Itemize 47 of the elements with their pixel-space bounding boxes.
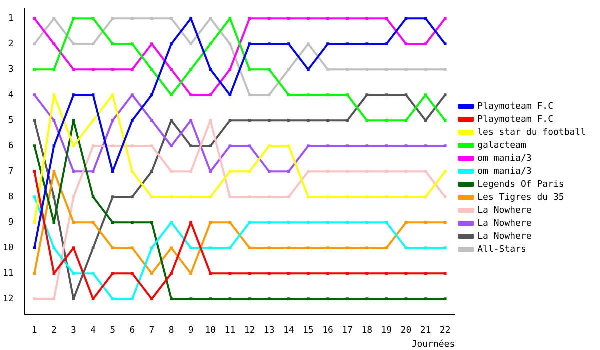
y-tick-label: 4	[8, 90, 14, 100]
legend-label: All-Stars	[478, 244, 526, 255]
x-tick-label: 5	[110, 326, 116, 336]
y-tick-label: 12	[2, 294, 14, 304]
x-tick-label: 3	[71, 326, 76, 336]
x-tick-label: 21	[420, 326, 432, 336]
y-tick-label: 9	[8, 218, 14, 228]
y-tick-label: 1	[8, 14, 14, 24]
y-tick-label: 2	[8, 39, 14, 50]
legend-label: Les Tigres du 35	[478, 192, 564, 203]
x-tick-label: 10	[205, 326, 216, 336]
legend-label: Legends Of Paris	[478, 180, 564, 190]
y-tick-label: 7	[8, 166, 14, 177]
x-tick-label: 2	[51, 326, 57, 336]
y-tick-label: 8	[8, 192, 14, 202]
x-tick-label: 9	[188, 326, 194, 336]
x-tick-label: 1	[32, 326, 38, 336]
legend-label: Playmoteam F.C	[478, 114, 554, 125]
x-tick-label: 4	[90, 326, 96, 336]
legend-label: La Nowhere	[478, 218, 532, 229]
x-tick-label: 6	[130, 326, 136, 336]
x-tick-label: 20	[400, 326, 412, 336]
x-axis-title: Journées	[412, 338, 456, 350]
x-tick-label: 14	[283, 326, 294, 336]
x-tick-label: 13	[264, 326, 275, 336]
x-tick-label: 8	[168, 326, 174, 336]
x-tick-label: 15	[303, 326, 314, 336]
legend-label: La Nowhere	[478, 232, 532, 242]
x-tick-label: 12	[244, 326, 256, 336]
legend-label: om mania/3	[478, 154, 532, 164]
y-tick-label: 5	[8, 116, 14, 126]
y-tick-label: 3	[8, 64, 14, 75]
x-tick-label: 11	[224, 326, 236, 336]
legend-label: om mania/3	[478, 166, 532, 177]
y-tick-label: 11	[2, 268, 14, 279]
legend-label: galacteam	[478, 140, 526, 151]
legend-label: les star du football	[478, 128, 586, 138]
x-tick-label: 16	[322, 326, 334, 336]
x-tick-label: 17	[342, 326, 353, 336]
x-tick-label: 22	[440, 326, 451, 336]
y-tick-label: 6	[8, 141, 14, 152]
x-tick-label: 18	[362, 326, 373, 336]
x-tick-label: 19	[381, 326, 392, 336]
legend-label: La Nowhere	[478, 206, 532, 216]
legend-label: Playmoteam F.C	[478, 102, 554, 112]
y-tick-label: 10	[2, 243, 14, 254]
x-tick-label: 7	[149, 326, 155, 336]
